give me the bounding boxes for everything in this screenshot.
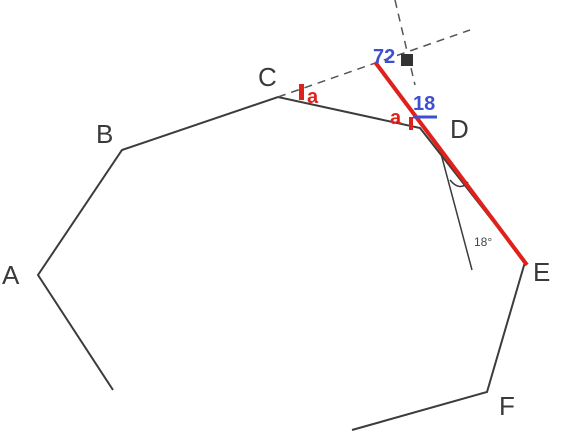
mark-a-near-d: a [390, 107, 402, 129]
label-f: F [499, 391, 515, 421]
label-e: E [533, 257, 550, 287]
label-c: C [258, 62, 277, 92]
polygon-outline [36, 95, 527, 431]
angle-label-18: 18° [474, 235, 492, 249]
red-tick-c [299, 84, 304, 100]
label-d: D [450, 114, 469, 144]
value-18: 18 [413, 93, 435, 115]
red-line-de [373, 60, 529, 267]
mark-a-near-c: a [307, 86, 319, 108]
right-angle-marker [401, 54, 413, 66]
label-a: A [2, 260, 20, 290]
auxiliary-line-d [439, 149, 473, 271]
value-72: 72 [373, 46, 395, 68]
label-b: B [96, 119, 113, 149]
dashed-perpendicular-line [394, 0, 416, 86]
red-tick-d [409, 117, 413, 130]
